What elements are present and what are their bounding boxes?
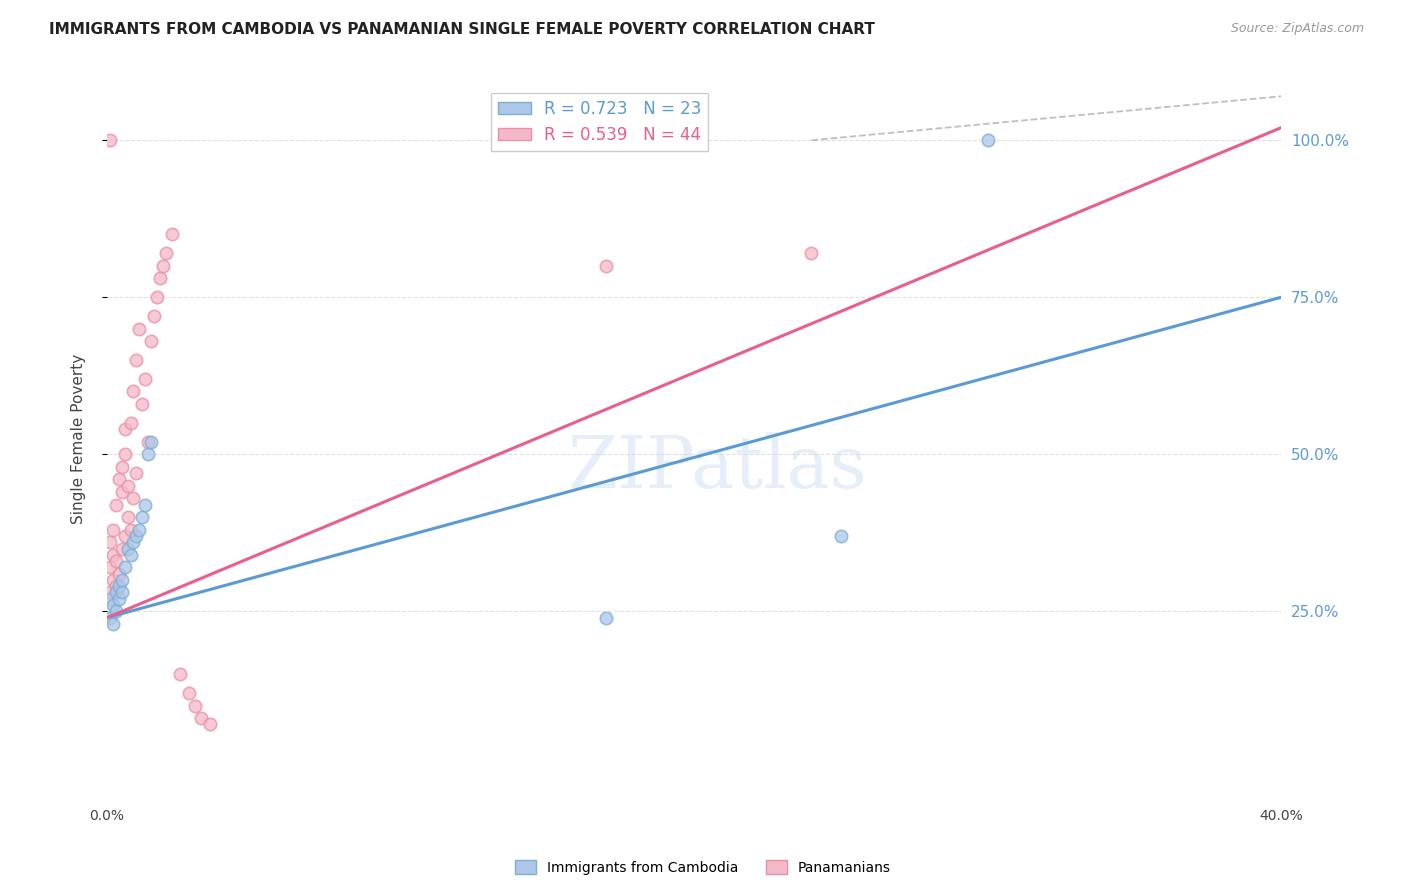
- Point: [108, 472, 131, 486]
- Point: [117, 541, 139, 556]
- Point: [114, 447, 136, 461]
- Point: [117, 510, 139, 524]
- Point: [128, 523, 150, 537]
- Point: [179, 686, 201, 700]
- Point: [120, 416, 142, 430]
- Point: [111, 485, 134, 500]
- Point: [122, 384, 145, 399]
- Point: [117, 479, 139, 493]
- Y-axis label: Single Female Poverty: Single Female Poverty: [72, 353, 86, 524]
- Point: [131, 397, 153, 411]
- Point: [98, 585, 121, 599]
- Point: [152, 259, 174, 273]
- Point: [111, 541, 134, 556]
- Point: [114, 422, 136, 436]
- Point: [111, 585, 134, 599]
- Point: [120, 548, 142, 562]
- Point: [122, 491, 145, 506]
- Text: IMMIGRANTS FROM CAMBODIA VS PANAMANIAN SINGLE FEMALE POVERTY CORRELATION CHART: IMMIGRANTS FROM CAMBODIA VS PANAMANIAN S…: [49, 22, 875, 37]
- Point: [108, 566, 131, 581]
- Point: [139, 334, 162, 349]
- Point: [830, 529, 852, 543]
- Point: [98, 535, 121, 549]
- Point: [134, 372, 156, 386]
- Point: [108, 579, 131, 593]
- Point: [98, 591, 121, 606]
- Point: [120, 523, 142, 537]
- Point: [139, 434, 162, 449]
- Point: [155, 246, 177, 260]
- Point: [146, 290, 169, 304]
- Point: [104, 604, 127, 618]
- Point: [114, 560, 136, 574]
- Point: [595, 610, 617, 624]
- Point: [976, 133, 998, 147]
- Point: [108, 591, 131, 606]
- Point: [104, 585, 127, 599]
- Point: [104, 498, 127, 512]
- Point: [184, 698, 207, 713]
- Point: [169, 667, 191, 681]
- Point: [190, 711, 212, 725]
- Point: [125, 353, 148, 368]
- Text: Source: ZipAtlas.com: Source: ZipAtlas.com: [1230, 22, 1364, 36]
- Point: [198, 717, 221, 731]
- Point: [149, 271, 172, 285]
- Point: [122, 535, 145, 549]
- Point: [101, 573, 124, 587]
- Point: [101, 548, 124, 562]
- Point: [101, 616, 124, 631]
- Point: [131, 510, 153, 524]
- Point: [136, 434, 159, 449]
- Point: [136, 447, 159, 461]
- Point: [128, 321, 150, 335]
- Point: [114, 529, 136, 543]
- Point: [104, 554, 127, 568]
- Point: [800, 246, 823, 260]
- Point: [595, 259, 617, 273]
- Point: [104, 579, 127, 593]
- Point: [98, 610, 121, 624]
- Point: [160, 227, 183, 242]
- Point: [101, 598, 124, 612]
- Legend: Immigrants from Cambodia, Panamanians: Immigrants from Cambodia, Panamanians: [509, 855, 897, 880]
- Point: [98, 560, 121, 574]
- Point: [98, 133, 121, 147]
- Legend: R = 0.723   N = 23, R = 0.539   N = 44: R = 0.723 N = 23, R = 0.539 N = 44: [491, 93, 709, 151]
- Point: [143, 309, 166, 323]
- Point: [111, 573, 134, 587]
- Point: [134, 498, 156, 512]
- Point: [125, 466, 148, 480]
- Point: [125, 529, 148, 543]
- Text: ZIPatlas: ZIPatlas: [568, 433, 868, 503]
- Point: [111, 459, 134, 474]
- Point: [101, 523, 124, 537]
